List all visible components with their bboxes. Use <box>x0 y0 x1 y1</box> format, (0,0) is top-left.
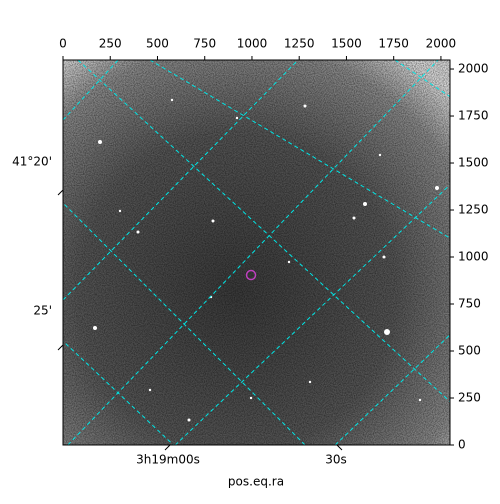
y-tick-label: 1250 <box>458 203 489 217</box>
frame <box>62 59 451 446</box>
y-tick-label: 1750 <box>458 109 489 123</box>
marker <box>245 269 257 281</box>
ra-tick-label: 30s <box>325 453 347 467</box>
x-tick-label: 2000 <box>426 37 457 51</box>
dec-tick-label: 41°20' <box>12 155 52 169</box>
x-tick-label: 0 <box>59 37 67 51</box>
y-tick-label: 1500 <box>458 156 489 170</box>
y-tick-label: 750 <box>458 297 481 311</box>
y-tick-label: 2000 <box>458 62 489 76</box>
wcs-ticks <box>57 189 343 451</box>
x-axis-label: pos.eq.ra <box>228 475 284 489</box>
stars <box>93 98 439 422</box>
dec-tick-label: 25' <box>33 304 52 318</box>
image <box>63 60 450 445</box>
x-tick-label: 750 <box>193 37 216 51</box>
x-tick-label: 1000 <box>237 37 268 51</box>
x-tick-label: 250 <box>99 37 122 51</box>
x-tick-label: 1750 <box>378 37 409 51</box>
y-tick-label: 250 <box>458 391 481 405</box>
y-tick-label: 1000 <box>458 250 489 264</box>
y-tick-label: 500 <box>458 344 481 358</box>
x-tick-label: 1250 <box>284 37 315 51</box>
ra-tick-label: 3h19m00s <box>136 453 200 467</box>
x-tick-label: 1500 <box>331 37 362 51</box>
y-tick-label: 0 <box>458 438 466 452</box>
coord-grid <box>63 60 450 445</box>
x-tick-label: 500 <box>146 37 169 51</box>
